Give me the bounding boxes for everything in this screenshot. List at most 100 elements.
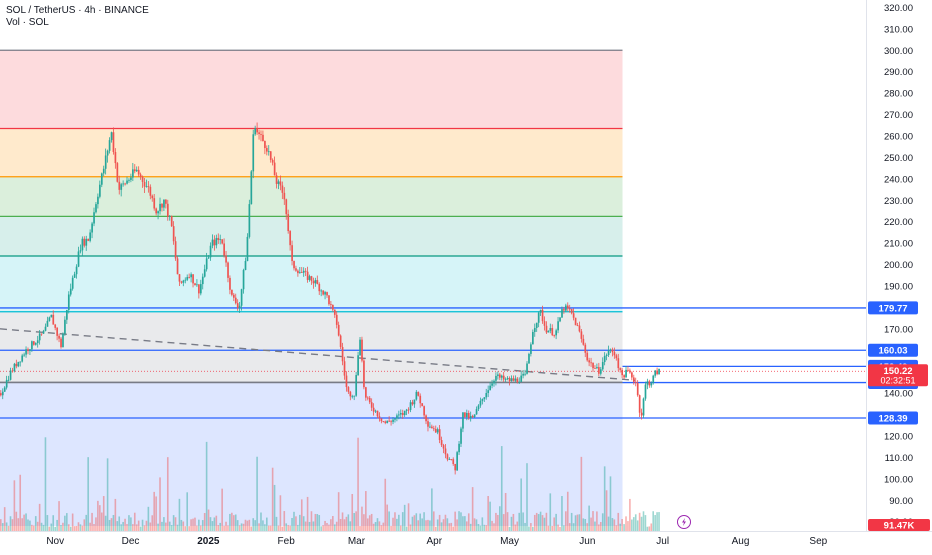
candle-body [613, 352, 616, 356]
candle-body [543, 321, 546, 326]
candle-body [252, 134, 255, 172]
volume-bar [396, 518, 398, 531]
candle-body [388, 420, 391, 422]
current-price-badge [868, 364, 928, 387]
candle-body [555, 330, 558, 336]
volume-bar [380, 525, 383, 531]
volume-bar [163, 517, 165, 531]
candle-body [130, 177, 132, 180]
volume-bar [372, 523, 375, 531]
chart-title[interactable]: SOL / TetherUS · 4h · BINANCE [6, 5, 149, 16]
x-axis[interactable]: Nov Dec 2025 Feb Mar Apr May Jun Jul Aug Sep [0, 531, 932, 548]
volume-bar [155, 496, 157, 531]
volume-bar [596, 511, 598, 531]
candle-body [520, 375, 523, 382]
volume-bar [452, 526, 455, 531]
candle-body [141, 176, 144, 182]
volume-legend[interactable]: Vol · SOL [6, 17, 49, 28]
price-badges: 179.77160.03152.49144.94128.39150.2202:3… [677, 301, 930, 532]
candle-body [79, 250, 82, 252]
volume-bar [277, 525, 280, 531]
y-tick-label: 310.00 [884, 24, 913, 35]
candle-body [335, 314, 338, 325]
volume-bar [145, 520, 148, 531]
volume-bar [254, 520, 256, 531]
level-badge [868, 301, 918, 315]
candle-body [73, 274, 76, 278]
volume-bar [598, 524, 600, 531]
candle-body [365, 387, 367, 398]
candle-body [7, 379, 10, 381]
volume-bar [81, 525, 84, 531]
level-badge-label: 160.03 [878, 346, 907, 357]
volume-bar [161, 521, 163, 531]
candle-body [97, 196, 99, 205]
volume-bar [394, 512, 396, 531]
volume-bar [621, 519, 623, 531]
volume-bar [209, 517, 212, 531]
candle-body [17, 361, 20, 367]
candle-body [355, 375, 358, 396]
volume-bar [467, 513, 470, 531]
fib-zone-band [0, 382, 623, 526]
volume-bar [335, 521, 338, 531]
candle-body [242, 270, 245, 290]
volume-bar [25, 513, 27, 531]
volume-bar [110, 518, 113, 531]
volume-bar [50, 523, 53, 531]
candle-body [163, 199, 165, 208]
level-badge [868, 343, 918, 357]
candle-body [372, 407, 375, 412]
volume-bar [384, 478, 387, 531]
candle-body [431, 426, 433, 429]
volume-bar [118, 516, 121, 531]
volume-bar [102, 496, 105, 531]
candle-body [359, 339, 361, 356]
candle-body [361, 339, 363, 361]
volume-bar [450, 522, 453, 531]
volume-bar [314, 513, 317, 531]
volume-badge [868, 519, 930, 531]
candle-body [248, 204, 251, 237]
volume-bar [242, 523, 245, 531]
candle-body [563, 309, 565, 311]
y-tick-label: 190.00 [884, 282, 913, 293]
candle-body [444, 448, 447, 455]
candle-body [89, 232, 92, 241]
volume-bar [5, 522, 8, 531]
candle-body [273, 162, 276, 176]
volume-bar [40, 522, 43, 531]
volume-bar [332, 516, 334, 531]
candle-body [27, 349, 29, 351]
volume-bar [485, 525, 488, 531]
candle-body [324, 292, 326, 295]
volume-bar [21, 518, 23, 531]
candle-body [386, 420, 389, 423]
x-tick-label: Sep [809, 536, 827, 547]
candle-body [299, 272, 301, 274]
candle-body [582, 338, 585, 345]
candle-body [413, 399, 416, 405]
candle-body [275, 175, 278, 184]
volume-bar [448, 523, 451, 531]
volume-bar [489, 501, 491, 531]
candle-body [281, 185, 284, 193]
volume-bar [38, 503, 41, 531]
volume-bar [267, 525, 270, 531]
candle-body [533, 327, 536, 332]
level-badge-label: 128.39 [878, 414, 907, 425]
volume-bar [537, 514, 540, 531]
candle-body [448, 459, 451, 460]
candle-body [99, 184, 101, 197]
volume-bar [182, 521, 185, 531]
candle-body [396, 415, 398, 419]
candle-body [652, 375, 655, 384]
volume-bar [533, 514, 536, 531]
candle-body [638, 395, 641, 413]
volume-bar [147, 506, 150, 531]
candle-body [262, 134, 264, 141]
volume-bar [295, 516, 297, 531]
candle-body [578, 325, 581, 332]
candle-body [203, 269, 206, 277]
